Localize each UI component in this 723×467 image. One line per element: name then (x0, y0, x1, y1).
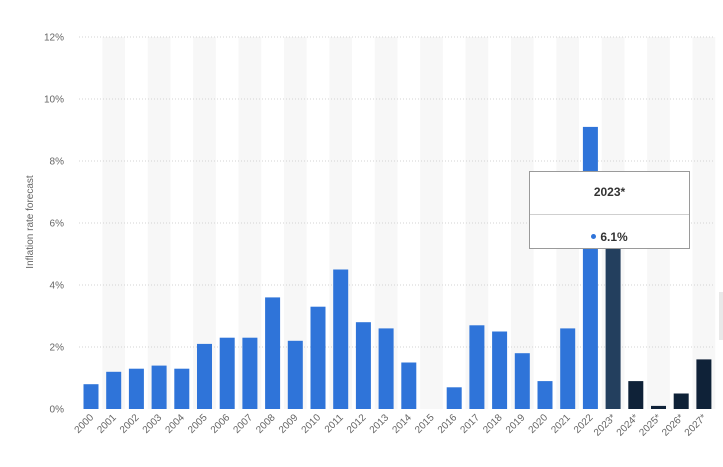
bar[interactable] (378, 328, 394, 409)
gridlines (79, 36, 714, 348)
column-band (465, 37, 489, 409)
bar[interactable] (128, 368, 144, 409)
bar[interactable] (651, 405, 666, 409)
column-band (420, 37, 443, 409)
tooltip-value-row: 6.1% (530, 230, 689, 244)
bar[interactable] (446, 387, 462, 409)
y-axis-label: Inflation rate forecast (25, 175, 36, 269)
x-tick-label: 2019 (504, 412, 528, 436)
scroll-edge[interactable] (719, 292, 723, 340)
x-tick-label: 2021 (549, 412, 573, 436)
bar[interactable] (696, 359, 712, 409)
x-tick-label: 2009 (277, 412, 301, 436)
y-tick-label: 6% (50, 219, 65, 230)
x-tick-label: 2024* (615, 412, 641, 438)
x-tick-label: 2000 (73, 412, 97, 436)
bars (83, 126, 712, 410)
x-tick-label: 2011 (323, 412, 346, 435)
bar[interactable] (628, 381, 644, 409)
column-band (193, 37, 216, 409)
y-axis-ticks: 0% 2% 4% 6% 8% 10% 12% (44, 33, 64, 416)
bar[interactable] (673, 393, 689, 410)
bar[interactable] (83, 384, 99, 409)
tooltip-title: 2023* (593, 185, 626, 199)
bar[interactable] (197, 343, 212, 409)
x-tick-label: 2012 (345, 412, 369, 436)
y-tick-label: 4% (50, 281, 65, 292)
tooltip-divider (530, 214, 689, 215)
x-tick-label: 2016 (436, 412, 460, 436)
bar[interactable] (401, 362, 417, 410)
tooltip-value: 6.1% (600, 230, 628, 244)
bar[interactable] (537, 381, 553, 409)
bar[interactable] (355, 322, 371, 409)
column-band (147, 37, 171, 409)
x-tick-label: 2027* (683, 412, 709, 438)
bar[interactable] (514, 353, 530, 409)
y-tick-label: 10% (44, 95, 64, 106)
tooltip: 2023* 6.1% (529, 171, 690, 249)
column-band (102, 37, 126, 409)
x-tick-label: 2025* (637, 412, 663, 438)
y-tick-label: 8% (50, 157, 65, 168)
column-band (238, 37, 262, 409)
x-tick-label: 2006 (209, 412, 233, 436)
bar[interactable] (287, 340, 303, 409)
x-tick-label: 2018 (481, 412, 505, 436)
y-tick-label: 2% (50, 343, 65, 354)
bar[interactable] (174, 368, 190, 409)
bar[interactable] (265, 297, 281, 409)
x-tick-label: 2003 (141, 412, 165, 436)
x-tick-label: 2008 (254, 412, 278, 436)
x-tick-label: 2002 (118, 412, 142, 436)
x-tick-label: 2007 (232, 412, 256, 436)
x-tick-label: 2013 (368, 412, 392, 436)
column-band (510, 37, 534, 409)
x-tick-label: 2026* (660, 412, 686, 438)
x-tick-label: 2020 (527, 412, 551, 436)
bar[interactable] (151, 365, 167, 409)
bar[interactable] (492, 331, 508, 410)
x-tick-label: 2005 (186, 412, 210, 436)
series-dot-icon (591, 234, 597, 239)
bar[interactable] (310, 306, 326, 409)
x-tick-label: 2023* (592, 412, 618, 438)
bar[interactable] (242, 337, 258, 409)
x-tick-label: 2010 (300, 412, 324, 436)
x-tick-label: 2001 (95, 412, 119, 436)
column-band (374, 37, 398, 409)
bar[interactable] (469, 325, 485, 409)
bar[interactable] (560, 328, 576, 409)
bar[interactable] (106, 371, 122, 409)
x-tick-label: 2017 (459, 412, 483, 436)
x-tick-label: 2004 (163, 412, 187, 436)
x-tick-label: 2014 (390, 412, 414, 436)
y-tick-label: 0% (50, 405, 65, 416)
x-tick-label: 2015 (413, 412, 437, 436)
x-axis-ticks: 2000 2001 2002 2003 2004 2005 2006 2007 2008 2009… (73, 412, 709, 439)
bar[interactable] (219, 337, 235, 409)
y-tick-label: 12% (44, 33, 64, 44)
bar[interactable] (605, 219, 621, 409)
bar[interactable] (582, 126, 598, 410)
bar[interactable] (333, 269, 349, 410)
